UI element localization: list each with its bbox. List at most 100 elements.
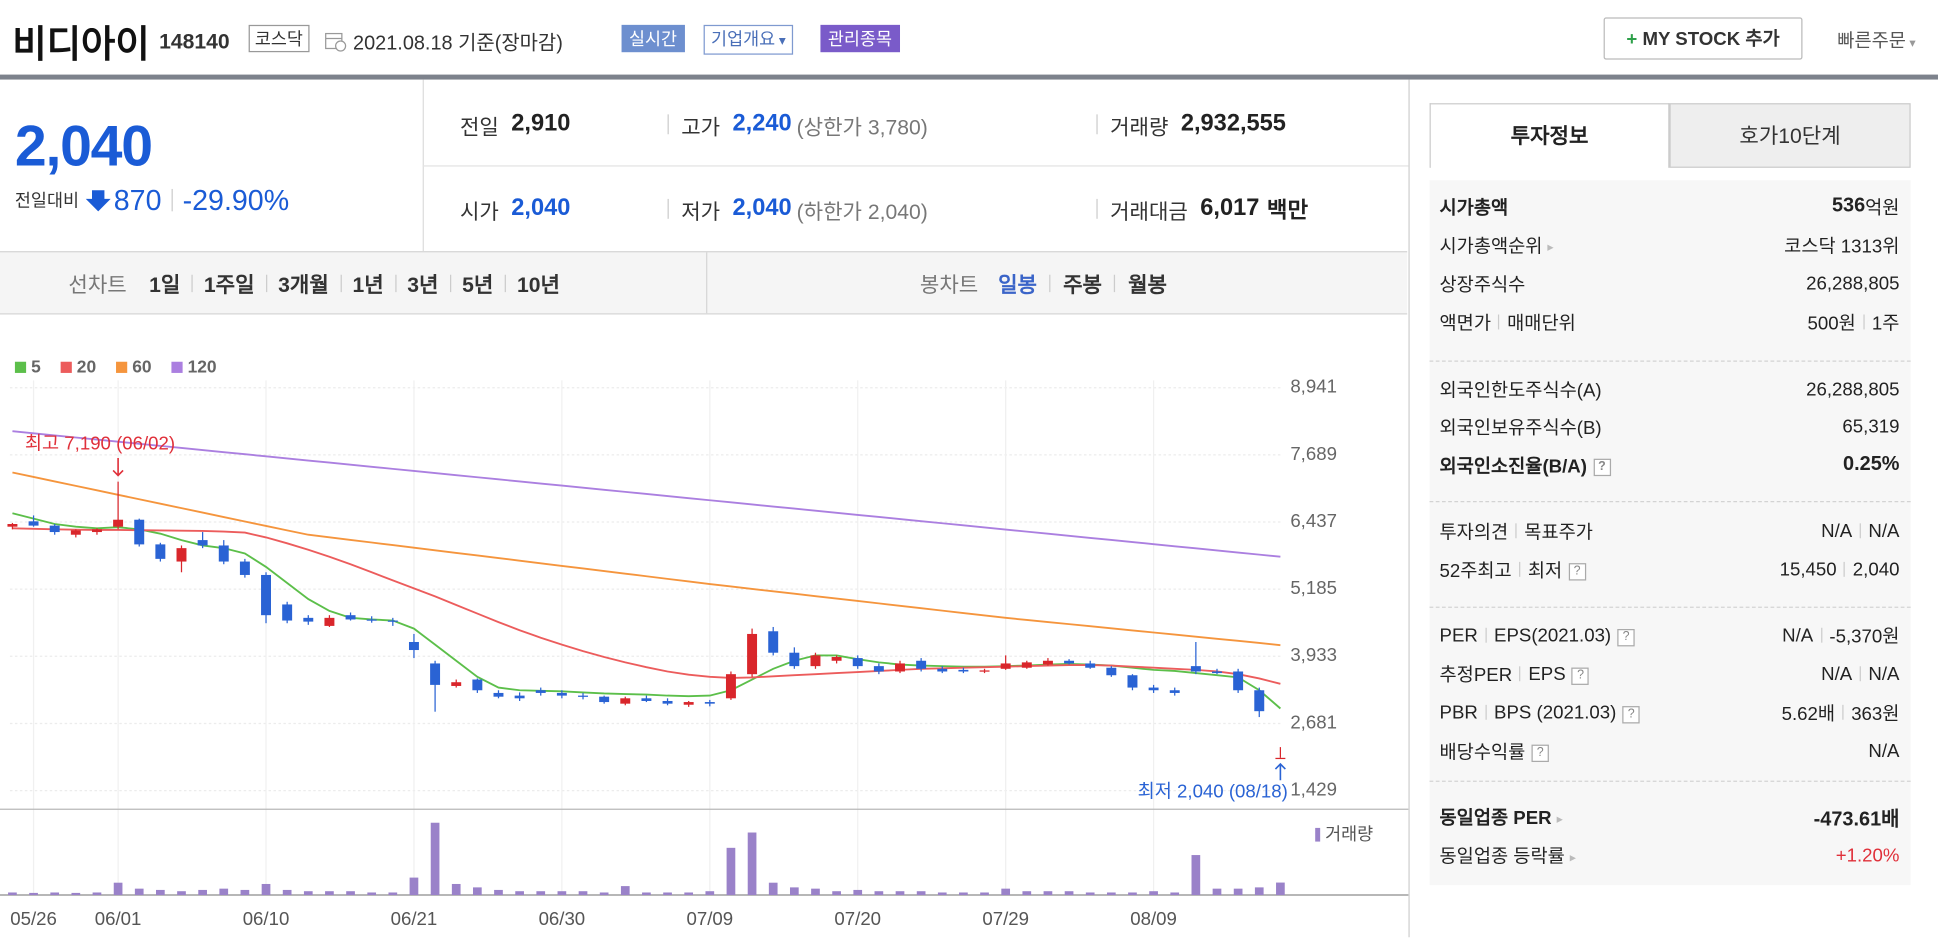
candle-body	[704, 702, 715, 704]
legend-swatch	[14, 361, 27, 373]
volume-bar	[726, 847, 736, 896]
period-tab[interactable]: 1주일	[203, 273, 255, 298]
info-value: 5.62배 363원	[1566, 697, 1900, 727]
summary-unit: 백만	[1266, 197, 1309, 223]
candle-body	[1106, 667, 1117, 676]
panel-divider	[1408, 79, 1410, 938]
summary-note: (하한가 2,040)	[796, 199, 928, 224]
down-icon	[85, 190, 111, 212]
mystock-button[interactable]: MY STOCK 추가	[1603, 17, 1803, 60]
info-label: 외국인보유주식수(B)	[1440, 411, 1602, 441]
info-label-text: 투자의견	[1439, 521, 1509, 543]
candle-body	[1085, 663, 1096, 668]
x-tick-label: 06/21	[391, 908, 438, 929]
candle-body	[1064, 660, 1075, 664]
candle-body	[852, 658, 863, 667]
info-label: 시가총액순위	[1440, 230, 1554, 260]
period-tab[interactable]: 3년	[407, 273, 439, 298]
volume-bar	[959, 892, 968, 896]
period-tab[interactable]: 1일	[149, 273, 181, 298]
volume-bar	[71, 892, 81, 896]
volume-bar	[1170, 892, 1180, 896]
candle-body	[895, 663, 905, 672]
period-tab[interactable]: 월봉	[1128, 273, 1167, 298]
info-label: 52주최고 최저	[1440, 554, 1586, 584]
candle-body	[70, 530, 81, 535]
info-label-text: 최저	[1527, 560, 1563, 582]
candle-body	[1169, 690, 1180, 693]
x-tick-label: 05/26	[10, 908, 57, 929]
volume-bar	[113, 882, 123, 896]
candle-body	[535, 690, 546, 693]
summary-label: 고가	[681, 114, 721, 139]
volume-bar	[409, 877, 419, 896]
info-label-text: BPS (2021.03)	[1494, 701, 1617, 723]
volume-bar	[1276, 882, 1285, 896]
period-tab[interactable]: 10년	[516, 273, 560, 298]
candle-body	[1233, 671, 1244, 691]
info-label-text: PER	[1439, 624, 1478, 646]
candle-body	[1254, 690, 1265, 712]
candle-body	[958, 669, 969, 672]
period-tab[interactable]: 3개월	[278, 273, 329, 298]
period-tab[interactable]: 1년	[352, 273, 384, 298]
info-label-text: 외국인보유주식수(B)	[1439, 417, 1602, 439]
info-value: 15,450 2,040	[1566, 554, 1900, 584]
volume-bar	[1128, 892, 1137, 896]
period-tab[interactable]: 5년	[462, 273, 494, 298]
summary-value: 2,240	[732, 110, 792, 137]
separator	[1485, 627, 1487, 643]
info-label-text: EPS	[1528, 663, 1566, 685]
separator	[1485, 704, 1487, 720]
candle-body	[514, 695, 525, 699]
summary-label: 거래대금	[1110, 199, 1188, 224]
info-value-text: 500원	[1807, 312, 1856, 334]
separator	[191, 274, 193, 292]
info-value-text: N/A	[1868, 520, 1900, 542]
candle-body	[1021, 662, 1032, 668]
summary-label: 거래량	[1110, 114, 1169, 139]
info-value: 0.25%	[1566, 450, 1899, 480]
separator	[504, 274, 506, 292]
quick-order[interactable]: 빠른주문	[1837, 27, 1915, 53]
ma-line	[12, 527, 1281, 685]
link-icon[interactable]	[1542, 234, 1553, 255]
candle-periods: 봉차트 일봉 주봉 월봉	[920, 252, 1167, 313]
volume-bar	[536, 891, 546, 896]
realtime-button[interactable]: 실시간	[621, 24, 685, 53]
volume-bar	[874, 891, 884, 896]
company-button[interactable]: 기업개요	[703, 24, 794, 55]
info-value-text: 363원	[1851, 702, 1900, 725]
change-value: 870	[113, 183, 162, 216]
separator	[1863, 314, 1865, 330]
tab-active[interactable]: 투자정보	[1429, 103, 1670, 168]
volume-bar	[1254, 887, 1264, 896]
x-tick-label: 06/10	[243, 908, 290, 929]
stock-code: 148140	[159, 29, 230, 54]
period-tab[interactable]: 일봉	[998, 273, 1037, 298]
volume-bar	[50, 892, 60, 896]
candle-body	[218, 545, 229, 562]
info-label-text: 시가총액	[1439, 197, 1509, 219]
candle-body	[873, 666, 884, 672]
tab[interactable]: 호가10단계	[1669, 103, 1911, 168]
header-bar	[0, 74, 1938, 80]
candle-body	[556, 692, 567, 696]
info-value-text: 1주	[1871, 312, 1900, 334]
low-arrow	[1274, 762, 1286, 781]
info-value: +1.20%	[1566, 840, 1900, 870]
x-tick-label: 06/01	[95, 908, 142, 929]
volume-bar	[156, 889, 165, 896]
separator	[667, 198, 669, 219]
volume-bar	[1212, 888, 1222, 896]
candle-body	[261, 574, 271, 616]
link-icon[interactable]	[1552, 806, 1563, 827]
help-icon[interactable]	[1525, 740, 1549, 762]
change-rate: -29.90%	[182, 183, 290, 216]
info-label: 상장주식수	[1440, 269, 1526, 299]
period-tab[interactable]: 주봉	[1063, 273, 1102, 298]
low-annotation: 최저 2,040 (08/18)	[1138, 781, 1288, 802]
volume-bar	[980, 892, 989, 896]
separator	[1498, 314, 1500, 330]
candle-body	[1212, 671, 1222, 674]
